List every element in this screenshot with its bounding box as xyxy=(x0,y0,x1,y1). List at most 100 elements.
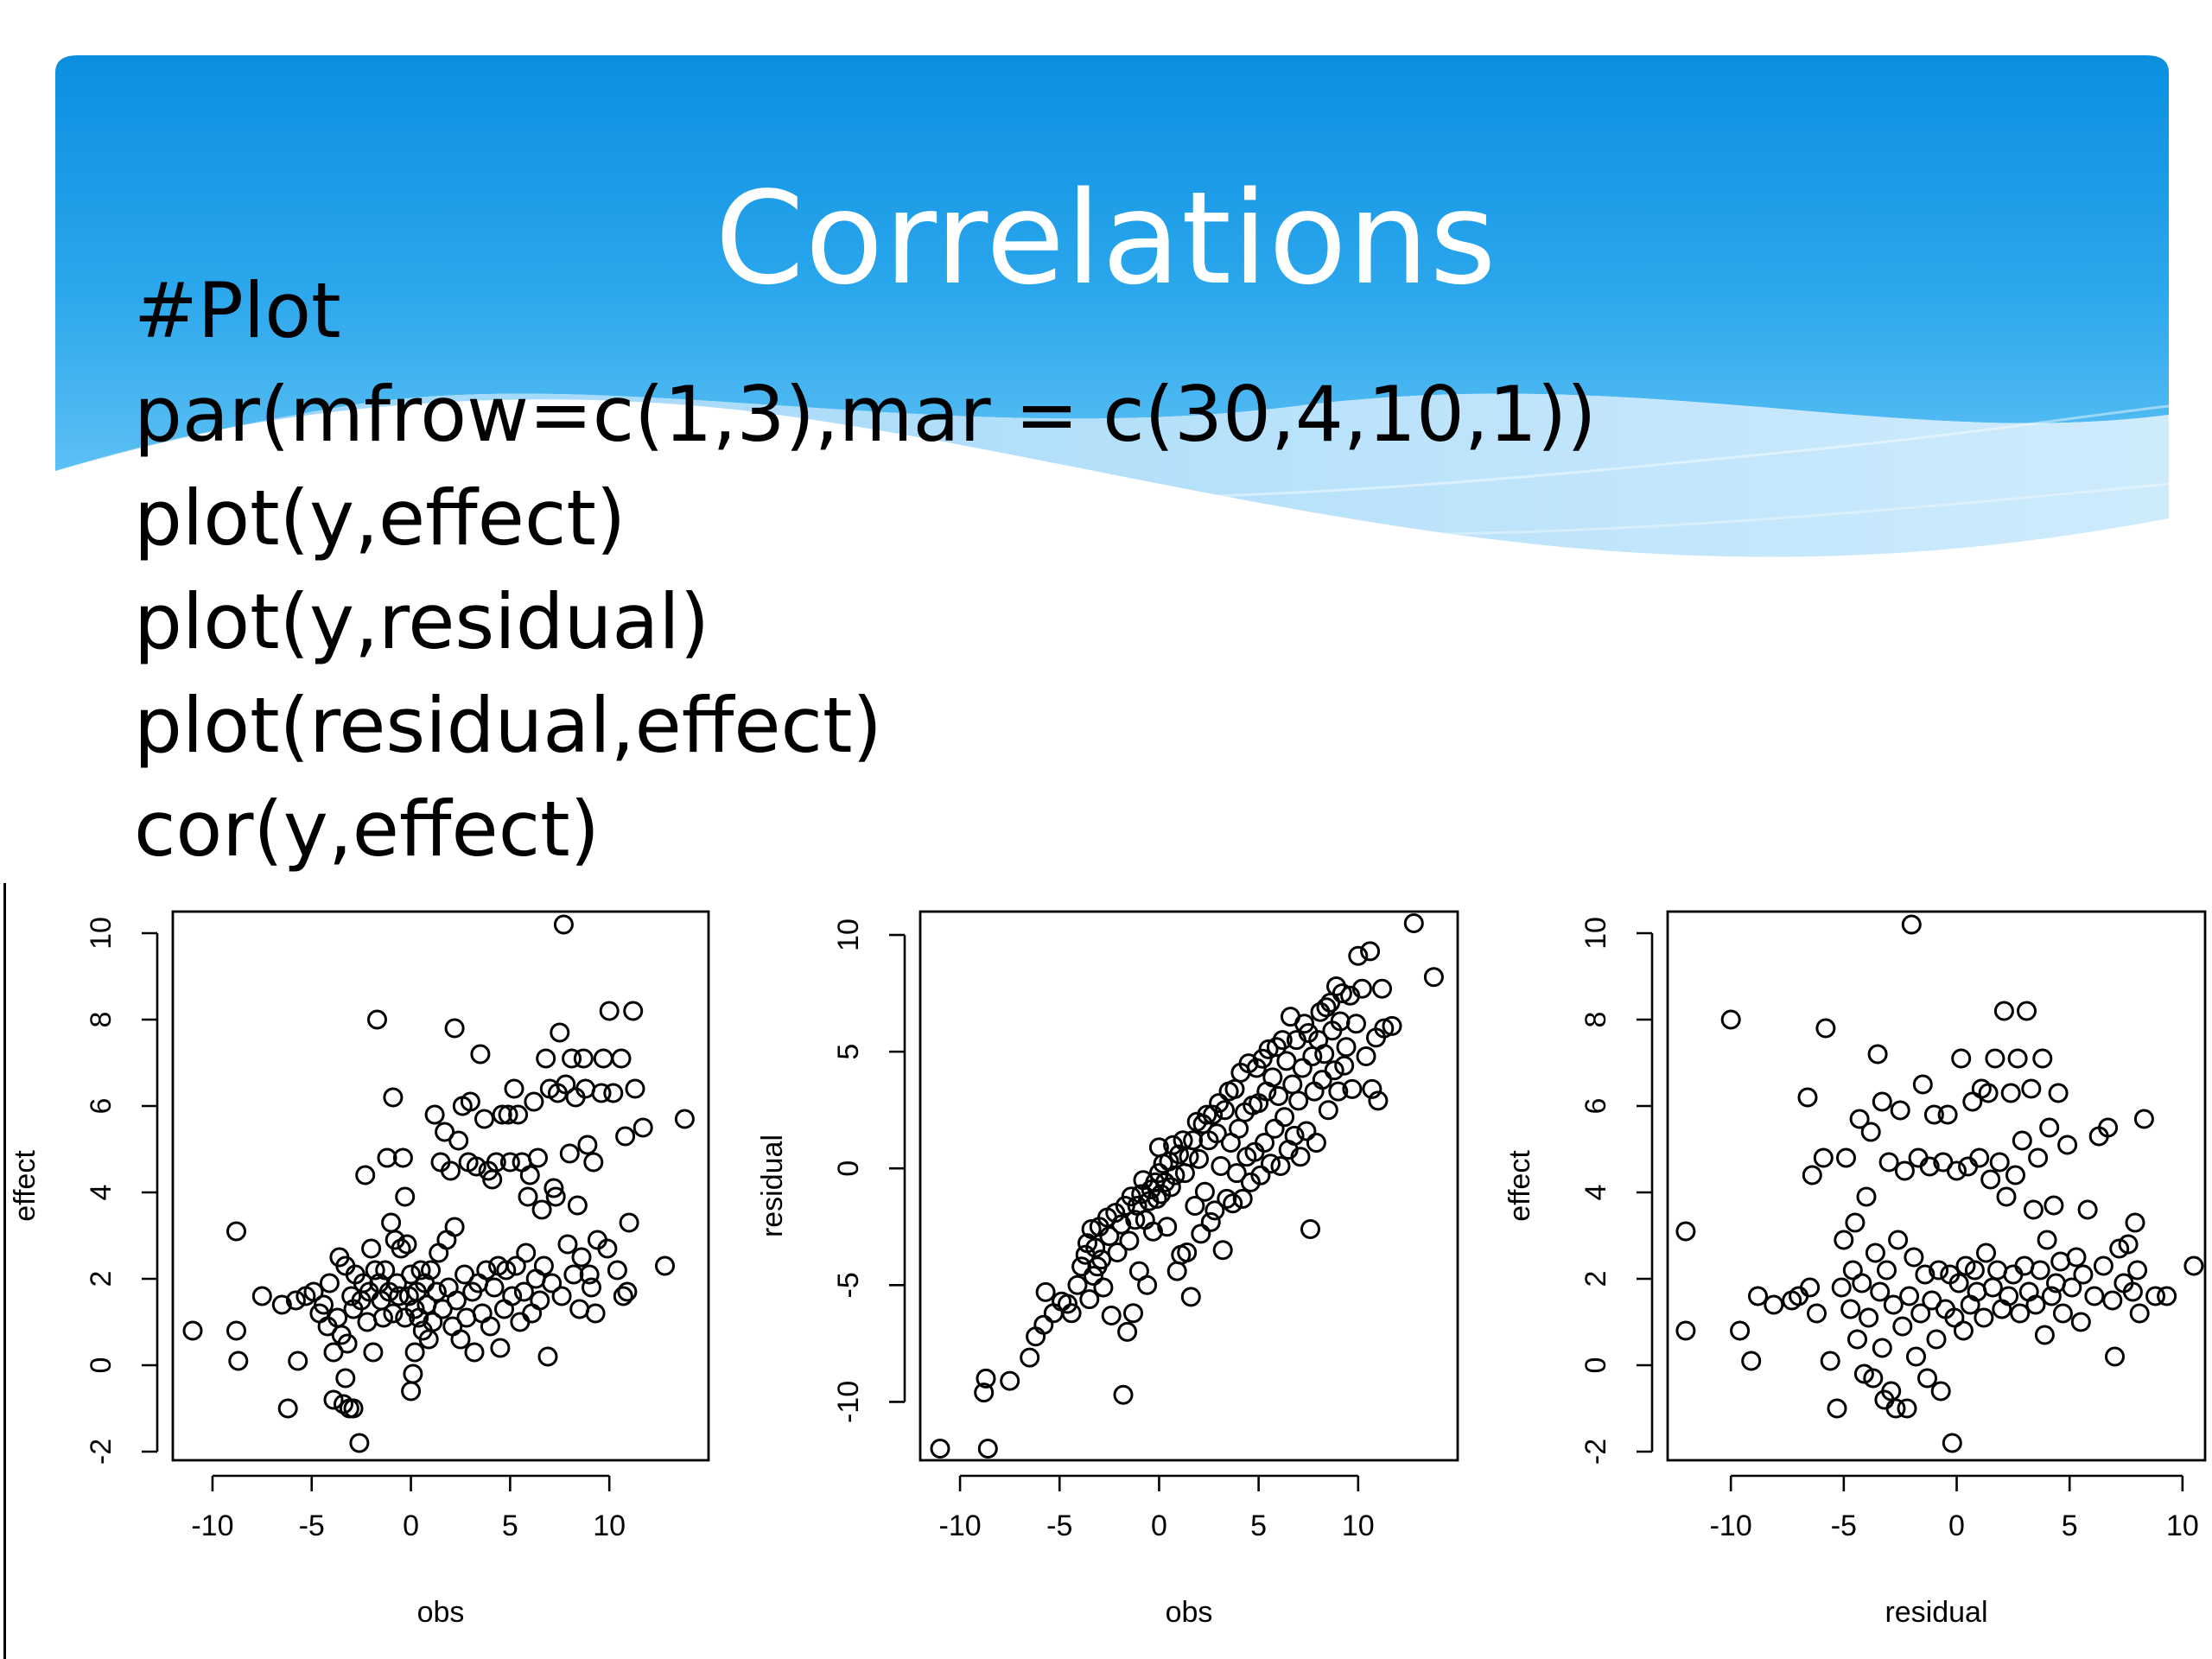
scatter-point xyxy=(557,1234,578,1255)
scatter-point xyxy=(1272,1030,1293,1051)
scatter-point xyxy=(1800,1277,1821,1298)
scatter-point xyxy=(2070,1312,2091,1332)
scatter-point xyxy=(1212,1240,1233,1261)
header-wave-highlight xyxy=(777,404,2170,500)
scatter-point xyxy=(1894,1160,1915,1181)
scatter-point xyxy=(1847,1329,1867,1350)
scatter-point xyxy=(450,1329,471,1350)
scatter-point xyxy=(573,1048,594,1069)
scatter-point xyxy=(1107,1243,1128,1262)
scatter-point xyxy=(2102,1290,2123,1311)
scatter-point xyxy=(655,1255,675,1276)
scatter-point xyxy=(1320,992,1341,1013)
scatter-point xyxy=(2093,1255,2113,1276)
y-tick-label: 8 xyxy=(1580,1012,1612,1028)
scatter-point xyxy=(1908,1147,1929,1168)
scatter-point xyxy=(2133,1109,2154,1129)
plot-frame xyxy=(171,910,710,1462)
y-tick-label: 4 xyxy=(85,1185,118,1201)
scatter-point xyxy=(607,1260,627,1281)
scatter-point xyxy=(251,1286,272,1306)
scatter-point xyxy=(512,1152,532,1173)
scatter-point xyxy=(2145,1286,2165,1306)
header-wave-highlight-2 xyxy=(1036,482,2170,537)
scatter-point xyxy=(480,1316,500,1337)
scatter-point xyxy=(1119,1230,1140,1251)
scatter-point xyxy=(424,1104,445,1125)
scatter-point xyxy=(484,1277,505,1298)
scatter-point xyxy=(438,1277,459,1298)
scatter-point xyxy=(337,1333,358,1354)
scatter-point xyxy=(545,1186,566,1207)
scatter-point xyxy=(1403,913,1424,933)
scatter-point xyxy=(397,1234,417,1255)
scatter-point xyxy=(410,1260,431,1281)
scatter-point xyxy=(1978,1083,1999,1103)
scatter-point xyxy=(593,1048,613,1069)
scatter-point xyxy=(1982,1277,2003,1298)
code-line: plot(y,effect) xyxy=(134,474,626,563)
scatter-point xyxy=(2122,1281,2143,1302)
scatter-point xyxy=(1166,1261,1187,1281)
scatter-point xyxy=(1942,1433,1962,1453)
scatter-point xyxy=(1842,1260,1863,1281)
y-tick-label: 4 xyxy=(1580,1185,1612,1201)
scatter-point xyxy=(1872,1338,1892,1358)
scatter-point xyxy=(1859,1307,1879,1328)
scatter-point xyxy=(2105,1346,2125,1367)
scatter-point xyxy=(2037,1230,2057,1250)
scatter-point xyxy=(1730,1320,1751,1341)
scatter-point xyxy=(524,1091,544,1112)
scatter-point xyxy=(2073,1264,2094,1285)
scatter-point xyxy=(448,1130,469,1151)
scatter-point xyxy=(1863,1368,1884,1389)
scatter-point xyxy=(1813,1147,1834,1168)
scatter-point xyxy=(583,1152,604,1173)
scatter-point xyxy=(403,1363,423,1384)
scatter-point xyxy=(1261,1154,1281,1174)
scatter-point xyxy=(1189,1148,1209,1169)
scatter-point xyxy=(498,1104,518,1125)
scatter-point xyxy=(1815,1018,1836,1039)
scatter-point xyxy=(2127,1260,2148,1281)
scatter-point xyxy=(615,1126,636,1147)
scatter-point xyxy=(1137,1274,1158,1295)
scatter-point xyxy=(226,1320,246,1341)
scatter-point xyxy=(1085,1237,1106,1258)
code-line: par(mfrow=c(1,3),mar = c(30,4,10,1)) xyxy=(134,370,1597,459)
scatter-point xyxy=(1955,1255,1976,1276)
scatter-point xyxy=(2118,1234,2139,1255)
scatter-point xyxy=(1937,1104,1958,1125)
scatter-point xyxy=(1885,1398,1906,1419)
scatter-point xyxy=(508,1104,529,1125)
scatter-point xyxy=(383,1087,404,1108)
scatter-point xyxy=(499,1152,520,1173)
x-axis-title: residual xyxy=(1885,1596,1987,1629)
scatter-point xyxy=(474,1109,494,1129)
scatter-point xyxy=(1240,1172,1261,1192)
scatter-point xyxy=(2044,1195,2064,1216)
code-line: #Plot xyxy=(134,266,341,355)
x-tick-label: -5 xyxy=(299,1510,325,1542)
scatter-point xyxy=(1183,1130,1204,1151)
scatter-point xyxy=(504,1078,524,1099)
scatter-point xyxy=(1872,1091,1892,1112)
scatter-point xyxy=(1105,1203,1126,1224)
scatter-point xyxy=(1147,1188,1167,1209)
scatter-point xyxy=(1292,1058,1313,1078)
scatter-point xyxy=(562,1048,582,1069)
scatter-point xyxy=(288,1351,308,1371)
scatter-point xyxy=(1888,1230,1909,1250)
scatter-point xyxy=(1897,1398,1917,1419)
scatter-point xyxy=(441,1160,461,1181)
scatter-point xyxy=(1382,1015,1402,1036)
scatter-point xyxy=(387,1273,407,1294)
scatter-point xyxy=(2017,1001,2037,1021)
scatter-point xyxy=(974,1382,995,1403)
scatter-point xyxy=(1113,1384,1134,1405)
scatter-point xyxy=(1748,1286,1768,1306)
scatter-point xyxy=(1870,1281,1891,1302)
x-tick-label: 10 xyxy=(1342,1510,1375,1542)
scatter-point xyxy=(519,1165,540,1185)
scatter-point xyxy=(365,1260,385,1281)
